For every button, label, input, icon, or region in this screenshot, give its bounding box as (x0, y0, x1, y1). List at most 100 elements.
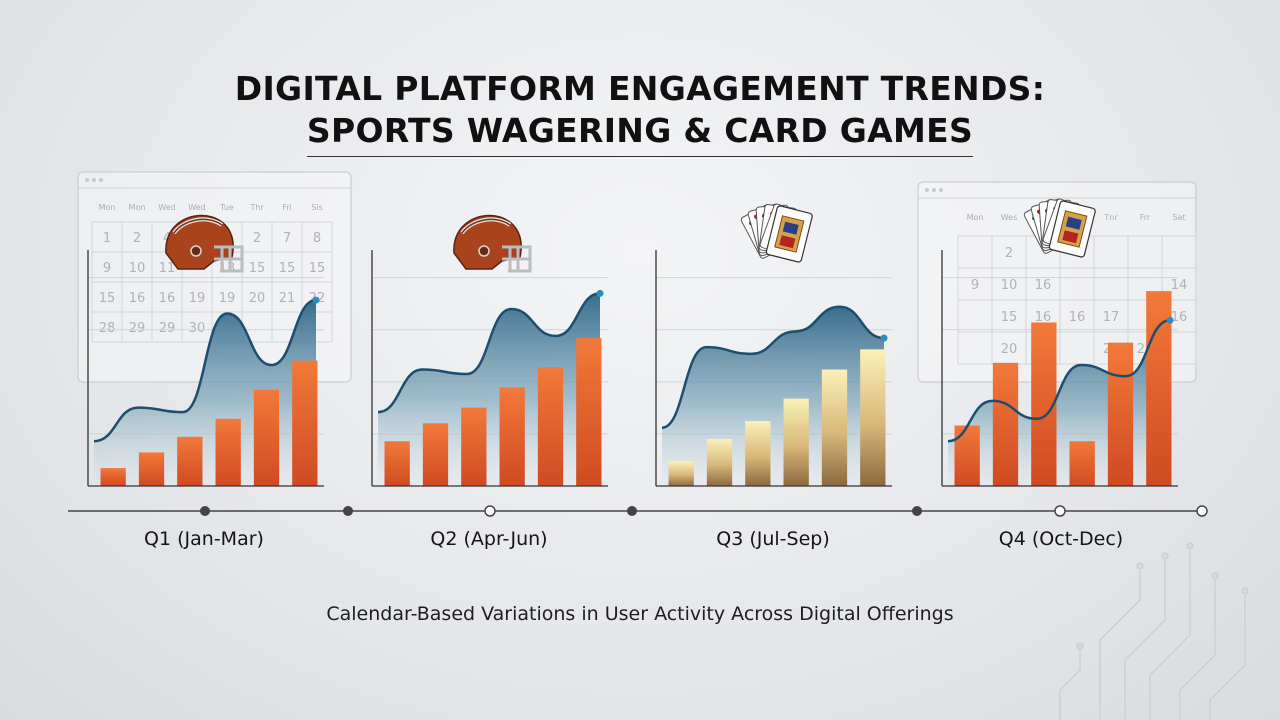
timeline-dot (627, 506, 637, 516)
trend-endpoint (1166, 316, 1174, 324)
calendar-date: 16 (1035, 310, 1052, 325)
calendar-day-label: Wed (158, 203, 175, 212)
window-dot (85, 178, 89, 182)
calendar-date: 9 (971, 278, 979, 293)
trend-area (378, 293, 600, 486)
timeline (68, 505, 1208, 517)
helmet-facemask (214, 245, 244, 273)
bar (215, 418, 241, 486)
calendar-date: 15 (99, 291, 116, 306)
helmet-facemask (502, 245, 532, 273)
calendar-day-label: Wes (1001, 213, 1018, 222)
chart-subtitle: Calendar-Based Variations in User Activi… (326, 603, 954, 625)
calendar-date: 20 (249, 291, 266, 306)
quarter-label-q3: Q3 (Jul-Sep) (716, 528, 830, 550)
calendar-date: 16 (1069, 310, 1086, 325)
chart-panels: ♠♥♠♦♠ ♠♥♠♦♠ (87, 198, 1178, 487)
card-king-crown (782, 221, 799, 235)
quarter-label-q1: Q1 (Jan-Mar) (144, 528, 264, 550)
bar (461, 407, 487, 486)
window-dot (932, 188, 936, 192)
calendar-date: 29 (159, 321, 176, 336)
calendar-day-label: Sat (1172, 213, 1185, 222)
title-line-1: DIGITAL PLATFORM ENGAGEMENT TRENDS: (234, 69, 1046, 108)
card-king-crown (1065, 216, 1082, 230)
trend-endpoint (596, 289, 604, 297)
calendar-date: 16 (1035, 278, 1052, 293)
helmet-shell (165, 214, 234, 270)
calendar-date: 19 (189, 291, 206, 306)
window-dot (939, 188, 943, 192)
helmet-ear-hole (478, 245, 490, 257)
chart-title: DIGITAL PLATFORM ENGAGEMENT TRENDS: SPOR… (0, 68, 1280, 157)
calendar-date: 2 (1005, 246, 1013, 261)
calendar-date: 11 (159, 261, 176, 276)
calendar-date: 29 (129, 321, 146, 336)
bar (821, 369, 848, 486)
timeline-dot (1054, 505, 1066, 517)
calendar-day-label: Mon (967, 213, 984, 222)
timeline-dot (343, 506, 353, 516)
helmet-shell (453, 214, 522, 270)
calendar-day-label: Wed (188, 203, 205, 212)
calendar-day-label: Tnr (1103, 213, 1118, 222)
calendar-date: 14 (1171, 278, 1188, 293)
calendar-date: 7 (283, 231, 291, 246)
helmet-stripe (461, 218, 511, 234)
football-helmet-icon (453, 214, 532, 273)
calendar-date: 19 (219, 291, 236, 306)
playing-card-king (765, 205, 813, 263)
calendar-day-label: Frr (1140, 213, 1151, 222)
bar (1069, 441, 1095, 486)
calendar-date: 2 (133, 231, 141, 246)
window-dot (99, 178, 103, 182)
calendar-date: 20 (1001, 342, 1018, 357)
panel-q3: ♠♥♠♦♠ (655, 203, 892, 487)
calendar-day-label: Sis (311, 203, 322, 212)
timeline-dot (200, 506, 210, 516)
trend-line (93, 298, 317, 443)
calendar-date: 15 (309, 261, 326, 276)
calendar-day-label: Fri (282, 203, 292, 212)
bar (177, 436, 203, 486)
calendar-date: 28 (99, 321, 116, 336)
calendar-date: 30 (189, 321, 206, 336)
window-dot (92, 178, 96, 182)
calendar-date: 15 (249, 261, 266, 276)
panel-q2 (371, 214, 608, 487)
card-king-robe (779, 235, 796, 249)
calendar-date: 16 (1171, 310, 1188, 325)
trend-line (947, 318, 1171, 443)
football-helmet-icon (165, 214, 244, 273)
bar (668, 461, 694, 486)
calendar-date: 15 (1001, 310, 1018, 325)
card-king-robe (1062, 230, 1079, 244)
helmet-stripe (173, 218, 223, 234)
calendar-date: 8 (313, 231, 321, 246)
calendar-q4: MonWesWerTarTnrFrrSat2910161415161617162… (917, 181, 1197, 383)
panel-q4: ♠♥♠♦♠ (941, 198, 1178, 487)
calendar-date: 21 (279, 291, 296, 306)
quarter-label-q4: Q4 (Oct-Dec) (998, 528, 1124, 550)
trend-line (661, 305, 885, 430)
timeline-dot (484, 505, 496, 517)
calendar-date: 15 (279, 261, 296, 276)
calendar-day-label: Tue (219, 203, 234, 212)
circuit-decoration (1059, 542, 1249, 720)
timeline-dot (912, 506, 922, 516)
bar (384, 441, 410, 486)
bar (253, 389, 280, 486)
panel-q1 (87, 214, 324, 487)
bar (292, 360, 318, 486)
timeline-dot (1196, 505, 1208, 517)
bar (860, 349, 886, 486)
calendar-date: 2 (253, 231, 261, 246)
trend-line (377, 292, 601, 414)
trend-endpoint (880, 334, 888, 342)
bar (138, 452, 165, 486)
calendar-date: 10 (1001, 278, 1018, 293)
bar (1107, 342, 1134, 486)
playing-cards-icon: ♠♥♠♦♠ (1023, 198, 1096, 258)
trend-endpoint (312, 296, 320, 304)
